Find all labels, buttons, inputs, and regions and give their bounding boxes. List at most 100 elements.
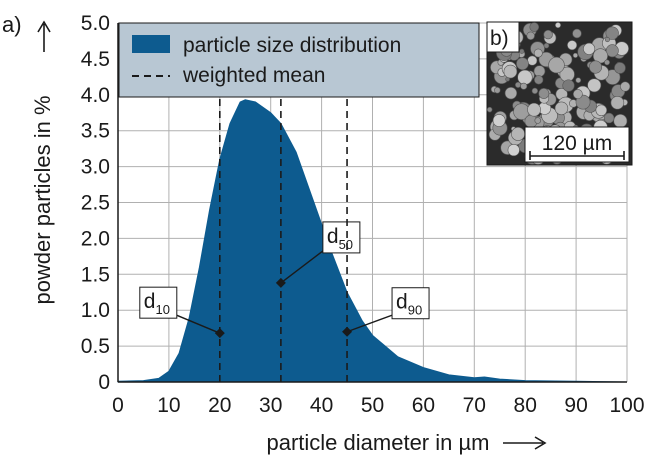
y-tick-label: 2.5 [81, 192, 110, 215]
particle [503, 64, 518, 79]
particle [527, 55, 538, 66]
particle [613, 114, 628, 128]
area [117, 99, 628, 383]
x-tick-label: 100 [609, 394, 644, 417]
label-main: d [144, 290, 156, 313]
x-arrow [503, 436, 547, 450]
particle [511, 126, 526, 141]
particle [527, 102, 541, 117]
y-arrow [37, 20, 51, 52]
plot [117, 99, 628, 383]
x-tick-label: 20 [208, 394, 231, 417]
label-box [391, 287, 430, 320]
leader-line [171, 312, 221, 334]
particle [605, 44, 619, 58]
mean-label: d90 [396, 291, 422, 318]
y-tick-label: 1.0 [81, 299, 110, 322]
y-tick-label: 5.0 [81, 12, 110, 35]
label-sub: 50 [339, 237, 353, 252]
particle [604, 37, 610, 43]
inset-label: b) [490, 27, 509, 50]
x-tick-label: 80 [514, 394, 537, 417]
label-main: d [327, 225, 339, 248]
legend-box [118, 22, 480, 98]
particle [575, 77, 582, 84]
x-tick-label: 60 [412, 394, 435, 417]
panel-label: a) [2, 12, 22, 37]
inset: b) 120 µm [486, 21, 633, 166]
particle [620, 81, 631, 92]
particle [529, 22, 540, 32]
particle [516, 57, 529, 70]
leader-line [346, 313, 397, 333]
particle [605, 26, 619, 40]
particle [517, 69, 533, 85]
particle [520, 82, 528, 90]
mean-label: d50 [327, 225, 353, 252]
particle [604, 59, 610, 66]
y-tick-label: 2.0 [81, 227, 110, 250]
x-tick-label: 30 [259, 394, 282, 417]
particle [492, 114, 506, 127]
x-tick-label: 0 [112, 394, 124, 417]
legend-label: particle size distribution [183, 34, 401, 57]
particle [543, 29, 553, 40]
x-axis-label: particle diameter in µm [267, 430, 490, 455]
mean-marker [342, 326, 353, 337]
front: 0 0.5 1.0 1.5 2.0 2.5 3.0 3.5 4.0 4.5 5.0 0 10 20 30 40… [81, 12, 645, 417]
particle [534, 75, 544, 85]
particle [554, 101, 569, 116]
x-tick-label: 90 [564, 394, 587, 417]
particle [572, 89, 583, 99]
particle [519, 48, 525, 54]
y-tick-label: 0.5 [81, 335, 110, 358]
particle [531, 87, 539, 95]
particle [486, 106, 493, 113]
y-tick-label: 1.5 [81, 263, 110, 286]
scale-bar [529, 151, 625, 160]
particle [554, 22, 562, 29]
y-tick-label: 4.0 [81, 84, 110, 107]
inset-label-box [486, 21, 520, 53]
legend-label: weighted mean [182, 64, 325, 87]
label-box [139, 286, 178, 319]
label-sub: 90 [408, 303, 422, 318]
particle [614, 62, 626, 74]
particle [562, 79, 575, 92]
particle [515, 81, 522, 88]
mean-marker [275, 277, 286, 288]
particle [588, 60, 603, 74]
particle [538, 88, 550, 99]
particle [610, 95, 625, 110]
mean-marker [214, 328, 225, 339]
particle [494, 86, 501, 94]
x-tick-label: 50 [361, 394, 384, 417]
mean-label: d10 [144, 290, 170, 317]
y-axis-label: powder particles in % [30, 95, 55, 304]
particle [504, 86, 518, 100]
label-main: d [396, 291, 408, 314]
x-tick-label: 70 [463, 394, 486, 417]
particle [533, 65, 546, 77]
y-tick-label: 3.0 [81, 156, 110, 179]
particle [572, 52, 578, 58]
particle [533, 48, 543, 58]
label-sub: 10 [155, 302, 169, 317]
x-tick-label: 10 [157, 394, 180, 417]
particle [534, 117, 542, 124]
y-tick-label: 4.5 [81, 48, 110, 71]
particle [587, 78, 602, 93]
particle [595, 104, 608, 117]
particle [572, 28, 582, 39]
legend: particle size distribution weighted mean [118, 22, 480, 98]
particle [507, 143, 520, 157]
particle [603, 112, 615, 124]
particle [526, 31, 535, 41]
y-tick-label: 3.5 [81, 120, 110, 143]
particle [548, 56, 565, 74]
particle [567, 40, 578, 51]
leader-line [280, 247, 328, 284]
particle [543, 42, 550, 49]
y-tick-label: 0 [98, 371, 110, 394]
